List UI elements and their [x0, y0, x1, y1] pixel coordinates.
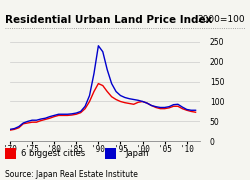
- Text: 2000=100: 2000=100: [198, 15, 245, 24]
- Text: Japan: Japan: [125, 149, 148, 158]
- Text: 6 biggest cities: 6 biggest cities: [21, 149, 86, 158]
- Text: Source: Japan Real Estate Institute: Source: Japan Real Estate Institute: [5, 170, 138, 179]
- Text: Residential Urban Land Price Index: Residential Urban Land Price Index: [5, 15, 212, 25]
